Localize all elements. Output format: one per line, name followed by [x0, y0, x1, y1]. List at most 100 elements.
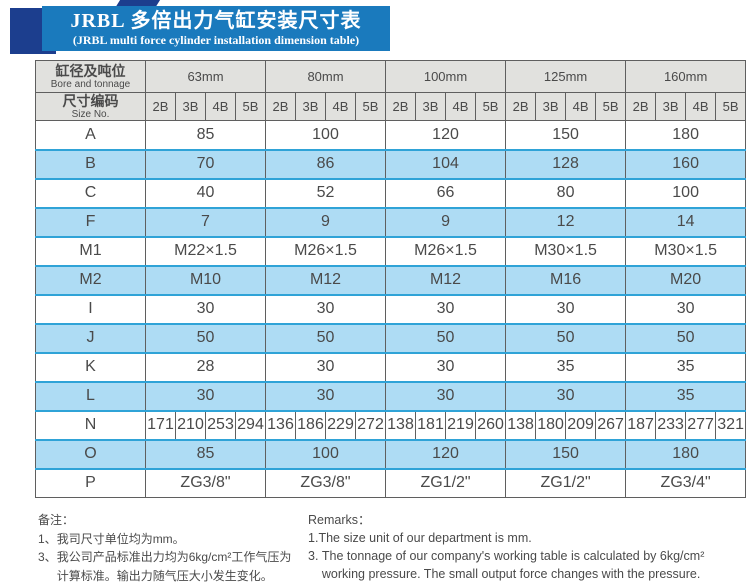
corner-size-no: 尺寸编码 Size No.: [35, 91, 146, 122]
dim-value-N-125mm-4B: 209: [565, 410, 597, 441]
size-code-header: 2B: [625, 91, 657, 122]
dim-value-L-100mm: 30: [384, 380, 507, 412]
dim-value-M2-160mm: M20: [625, 264, 747, 296]
dim-value-N-63mm-4B: 253: [205, 410, 236, 441]
page-title: JRBL 多倍出力气缸安装尺寸表: [70, 10, 362, 32]
notes-chinese: 备注： 1、 我司尺寸单位均为mm。 3、 我公司产品标准出力均为6kg/cm²…: [38, 511, 300, 585]
table-row-P: P ZG3/8" ZG3/8" ZG1/2" ZG1/2" ZG3/4": [35, 468, 747, 499]
note-en-3: 3. The tonnage of our company's working …: [308, 547, 740, 583]
size-code-header: 3B: [295, 91, 326, 122]
dim-value-M1-125mm: M30×1.5: [505, 236, 627, 267]
dim-value-K-63mm: 28: [145, 352, 266, 383]
note-en-1: 1. The size unit of our department is mm…: [308, 529, 740, 547]
table-row-A: A 85 100 120 150 180: [35, 120, 747, 151]
corner-bore-label-cn: 缸径及吨位: [55, 62, 126, 79]
row-label-I: I: [35, 294, 146, 325]
note-cn-1-text: 我司尺寸单位均为mm。: [56, 531, 185, 546]
dim-value-B-125mm: 128: [505, 148, 627, 180]
dim-value-P-160mm: ZG3/4": [625, 468, 747, 499]
size-code-header: 3B: [415, 91, 446, 122]
dim-value-P-125mm: ZG1/2": [505, 468, 627, 499]
dim-value-F-80mm: 9: [265, 206, 386, 238]
page-subtitle: (JRBL multi force cylinder installation …: [72, 33, 360, 47]
dim-value-O-63mm: 85: [145, 438, 266, 470]
dim-value-M2-80mm: M12: [265, 264, 386, 296]
table-row-K: K 28 30 30 35 35: [35, 352, 747, 383]
dim-value-I-160mm: 30: [625, 294, 747, 325]
dim-value-I-100mm: 30: [384, 294, 507, 325]
dim-value-F-100mm: 9: [384, 206, 507, 238]
bore-header-160mm: 160mm: [625, 60, 747, 93]
header-row-size-code: 尺寸编码 Size No. 2B 3B 4B 5B 2B 3B 4B 5B 2B 3B 4B 5B 2B 3B…: [35, 91, 747, 122]
table-row-M2: M2 M10 M12 M12 M16 M20: [35, 264, 747, 296]
dim-value-I-63mm: 30: [145, 294, 266, 325]
dim-value-P-100mm: ZG1/2": [384, 468, 507, 499]
note-en-1-number: 1.: [308, 531, 319, 546]
dim-value-C-63mm: 40: [145, 178, 266, 209]
bore-header-125mm: 125mm: [505, 60, 627, 93]
dim-value-N-100mm-4B: 219: [445, 410, 476, 441]
dim-value-A-100mm: 120: [384, 120, 507, 151]
row-label-L: L: [35, 380, 146, 412]
dim-value-K-100mm: 30: [384, 352, 507, 383]
row-label-J: J: [35, 322, 146, 354]
dim-value-M1-100mm: M26×1.5: [384, 236, 507, 267]
dim-value-N-80mm-3B: 186: [295, 410, 326, 441]
dim-value-F-160mm: 14: [625, 206, 747, 238]
row-label-O: O: [35, 438, 146, 470]
size-code-header: 5B: [715, 91, 747, 122]
table-row-B: B 70 86 104 128 160: [35, 148, 747, 180]
table-row-L: L 30 30 30 30 35: [35, 380, 747, 412]
dim-value-O-100mm: 120: [384, 438, 507, 470]
size-code-header: 3B: [175, 91, 206, 122]
dim-value-M1-63mm: M22×1.5: [145, 236, 266, 267]
size-code-header: 5B: [355, 91, 386, 122]
size-code-header: 3B: [655, 91, 687, 122]
size-code-header: 5B: [595, 91, 627, 122]
note-cn-1: 1、 我司尺寸单位均为mm。: [38, 530, 300, 549]
dim-value-M1-160mm: M30×1.5: [625, 236, 747, 267]
dim-value-K-125mm: 35: [505, 352, 627, 383]
size-code-header: 4B: [325, 91, 356, 122]
corner-size-label-cn: 尺寸编码: [62, 93, 119, 109]
row-label-M2: M2: [35, 264, 146, 296]
dim-value-L-125mm: 30: [505, 380, 627, 412]
dim-value-N-160mm-3B: 233: [655, 410, 687, 441]
dim-value-B-100mm: 104: [384, 148, 507, 180]
table-row-C: C 40 52 66 80 100: [35, 178, 747, 209]
corner-bore-label-en: Bore and tonnage: [50, 79, 131, 91]
dim-value-C-80mm: 52: [265, 178, 386, 209]
note-cn-3: 3、 我公司产品标准出力均为6kg/cm²工作气压为计算标准。输出力随气压大小发…: [38, 548, 300, 585]
row-label-M1: M1: [35, 236, 146, 267]
dim-value-A-160mm: 180: [625, 120, 747, 151]
dim-value-L-63mm: 30: [145, 380, 266, 412]
dim-value-N-63mm-2B: 171: [145, 410, 176, 441]
size-code-header: 2B: [505, 91, 537, 122]
notes-en-title: Remarks：: [308, 513, 371, 528]
dimension-table: 缸径及吨位 Bore and tonnage 63mm 80mm 100mm 125mm 1…: [35, 60, 747, 499]
notes-cn-title: 备注：: [38, 513, 75, 528]
dim-value-J-80mm: 50: [265, 322, 386, 354]
notes-section: 备注： 1、 我司尺寸单位均为mm。 3、 我公司产品标准出力均为6kg/cm²…: [38, 511, 750, 585]
dim-value-C-100mm: 66: [384, 178, 507, 209]
dim-value-B-80mm: 86: [265, 148, 386, 180]
dim-value-N-125mm-3B: 180: [535, 410, 567, 441]
row-label-A: A: [35, 120, 146, 151]
header-row-bore: 缸径及吨位 Bore and tonnage 63mm 80mm 100mm 125mm 1…: [35, 60, 747, 93]
size-code-header: 3B: [535, 91, 567, 122]
row-label-F: F: [35, 206, 146, 238]
dim-value-M1-80mm: M26×1.5: [265, 236, 386, 267]
size-code-header: 2B: [265, 91, 296, 122]
dim-value-F-125mm: 12: [505, 206, 627, 238]
note-cn-3-text: 我公司产品标准出力均为6kg/cm²工作气压为计算标准。输出力随气压大小发生变化…: [56, 550, 292, 583]
row-label-P: P: [35, 468, 146, 499]
dim-value-C-125mm: 80: [505, 178, 627, 209]
dim-value-J-63mm: 50: [145, 322, 266, 354]
dim-value-N-100mm-3B: 181: [415, 410, 446, 441]
table-row-M1: M1 M22×1.5 M26×1.5 M26×1.5 M30×1.5 M30×1.5: [35, 236, 747, 267]
size-code-header: 4B: [445, 91, 476, 122]
dim-value-N-125mm-5B: 267: [595, 410, 627, 441]
note-en-3-number: 3.: [308, 549, 322, 564]
notes-english: Remarks： 1. The size unit of our departm…: [308, 511, 740, 585]
row-label-N: N: [35, 410, 146, 441]
